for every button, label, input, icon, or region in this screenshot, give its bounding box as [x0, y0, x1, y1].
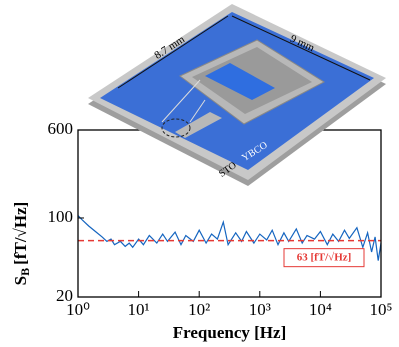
x-axis-label: Frequency [Hz]: [173, 323, 286, 342]
chip-illustration: 8.7 mm 9 mm YBCO STO: [88, 4, 386, 186]
y-label-symbol: S: [11, 276, 30, 285]
y-tick-label: 20: [56, 286, 73, 305]
dimension-line: [117, 15, 229, 89]
x-tick-label: 10⁰: [66, 300, 90, 319]
y-label-unit: [fT/√Hz]: [11, 202, 30, 265]
x-tick-label: 10¹: [128, 300, 150, 319]
reference-label-box: [283, 248, 365, 268]
zoom-circle: [161, 118, 191, 138]
zoom-line: [189, 99, 206, 123]
y-label-subscript: B: [18, 268, 32, 276]
x-tick-label: 10³: [249, 300, 271, 319]
x-tick-label: 10⁴: [309, 300, 332, 319]
y-axis-label: SB [fT/√Hz]: [11, 202, 32, 286]
x-tick-label: 10⁵: [370, 300, 393, 319]
zoom-line: [161, 79, 201, 123]
reference-label: 63 [fT/√Hz]: [297, 252, 352, 264]
y-tick-label: 100: [48, 207, 74, 226]
sensor-pattern: [205, 63, 275, 100]
y-tick-label: 600: [48, 119, 74, 138]
dimension-line: [231, 15, 371, 81]
pad-stem: [175, 112, 222, 138]
x-tick-label: 10²: [188, 300, 210, 319]
